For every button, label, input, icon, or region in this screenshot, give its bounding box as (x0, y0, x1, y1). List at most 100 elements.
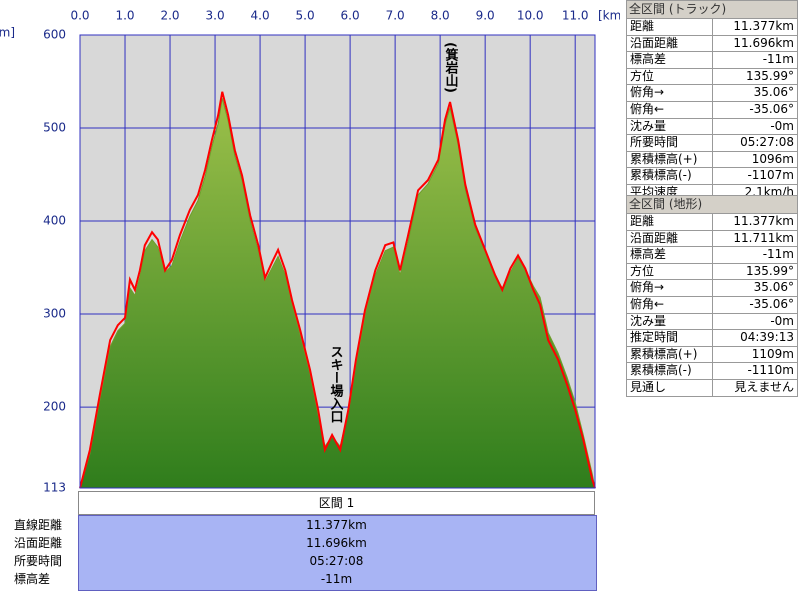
row-label: 方位 (630, 68, 655, 83)
x-tick-label: 2.0 (160, 9, 179, 23)
row-value: 05:27:08 (711, 135, 798, 151)
panel-row: 沈み量 -0m (626, 313, 798, 331)
plot-border (79, 34, 596, 489)
panel-row: 距離 11.377km (626, 19, 798, 36)
panel-row: 累積標高(-) -1110m (626, 363, 798, 380)
panel-row: 累積標高(-) -1107m (626, 168, 798, 185)
row-value: -11m (711, 247, 798, 263)
x-tick-label: 10.0 (517, 9, 544, 23)
row-label: 方位 (630, 263, 655, 278)
panel-row: 推定時間 04:39:13 (626, 330, 798, 347)
annotation: (箕岩山) (443, 42, 460, 93)
panel-row: 沿面距離 11.711km (626, 230, 798, 248)
row-value: 11.696km (711, 35, 798, 52)
panel-row: 標高差 -11m (626, 52, 798, 69)
panel-row: 距離 11.377km (626, 214, 798, 231)
segment-label: 標高差 (14, 572, 51, 586)
segment-value: 11.377km (306, 518, 367, 532)
row-label: 推定時間 (630, 330, 679, 345)
x-tick-label: 8.0 (431, 9, 450, 23)
row-value: 135.99° (711, 68, 798, 85)
row-value: 11.711km (711, 230, 798, 247)
row-label: 沿面距離 (630, 35, 679, 50)
row-label: 累積標高(+) (630, 151, 698, 166)
x-tick-label: 11.0 (562, 9, 589, 23)
row-label: 標高差 (630, 52, 667, 67)
segment-value: -11m (320, 572, 353, 586)
segment-title: 区間 1 (78, 491, 595, 515)
panel-row: 見通し 見えません (626, 379, 798, 397)
panel-row: 方位 135.99° (626, 68, 798, 86)
row-label: 俯角← (630, 296, 665, 311)
row-value: -11m (711, 52, 798, 68)
row-label: 累積標高(+) (630, 346, 698, 361)
chart: 0.0 1.0 2.0 3.0 4.0 5.0 6.0 7.0 8.0 9.0 10.0 11.0 [k… (0, 9, 620, 495)
row-label: 俯角→ (630, 85, 665, 100)
panel-row: 所要時間 05:27:08 (626, 135, 798, 152)
y-tick-label: 200 (43, 400, 66, 414)
x-axis-label: [km] (598, 9, 620, 23)
x-tick-label: 7.0 (386, 9, 405, 23)
row-label: 距離 (630, 214, 655, 228)
panel-row: 俯角← -35.06° (626, 101, 798, 119)
x-tick-label: 5.0 (296, 9, 315, 23)
segment-body (78, 515, 597, 591)
y-axis-label: [m] (0, 26, 15, 40)
panel-row: 沿面距離 11.696km (626, 35, 798, 53)
panel-title: 全区間 (トラック) (626, 0, 798, 19)
segment-value: 11.696km (306, 536, 367, 550)
panel-row: 俯角→ 35.06° (626, 85, 798, 102)
y-tick-label: 500 (43, 121, 66, 135)
segment-label: 沿面距離 (14, 536, 63, 550)
summary-panel: 全区間 (地形) 距離 11.377km 沿面距離 11.711km 標高差 -11m 方位 1… (626, 195, 798, 397)
y-tick-label: 600 (43, 28, 66, 42)
summary-panel: 全区間 (トラック) 距離 11.377km 沿面距離 11.696km 標高差 -11m 方… (626, 0, 798, 202)
row-value: 135.99° (711, 263, 798, 280)
row-value: 35.06° (711, 280, 798, 296)
x-tick-label: 4.0 (251, 9, 270, 23)
segment-value: 05:27:08 (309, 554, 364, 568)
panel-row: 累積標高(+) 1109m (626, 346, 798, 364)
panel-row: 標高差 -11m (626, 247, 798, 264)
row-value: 11.377km (711, 214, 798, 230)
x-tick-label: 0.0 (70, 9, 89, 23)
panel-row: 俯角← -35.06° (626, 296, 798, 314)
row-value: 35.06° (711, 85, 798, 101)
row-value: -1110m (711, 363, 798, 379)
panel-title: 全区間 (地形) (626, 195, 798, 214)
panel-row: 累積標高(+) 1096m (626, 151, 798, 169)
track-line (79, 91, 596, 489)
row-label: 距離 (630, 19, 655, 33)
annotation: スキー場入口 (328, 345, 344, 423)
row-label: 所要時間 (630, 135, 679, 150)
row-label: 累積標高(-) (630, 363, 692, 378)
x-tick-label: 9.0 (476, 9, 495, 23)
row-label: 見通し (630, 379, 667, 394)
row-label: 俯角← (630, 101, 665, 116)
row-value: 1109m (711, 346, 798, 363)
y-tick-label: 400 (43, 214, 66, 228)
row-label: 累積標高(-) (630, 168, 692, 183)
row-value: -35.06° (711, 101, 798, 118)
row-value: -0m (711, 118, 798, 135)
row-value: -35.06° (711, 296, 798, 313)
segment-label: 所要時間 (14, 554, 63, 568)
row-value: 04:39:13 (711, 330, 798, 346)
row-value: 11.377km (711, 19, 798, 35)
x-tick-label: 3.0 (206, 9, 225, 23)
row-label: 沈み量 (630, 118, 667, 133)
row-value: 見えません (711, 379, 798, 396)
y-tick-label: 113 (43, 481, 66, 495)
panel-row: 俯角→ 35.06° (626, 280, 798, 297)
row-label: 俯角→ (630, 280, 665, 295)
panel-row: 方位 135.99° (626, 263, 798, 281)
x-tick-label: 1.0 (115, 9, 134, 23)
row-value: -0m (711, 313, 798, 330)
row-label: 沈み量 (630, 313, 667, 328)
panel-row: 沈み量 -0m (626, 118, 798, 136)
row-label: 沿面距離 (630, 230, 679, 245)
row-value: -1107m (711, 168, 798, 184)
y-tick-label: 300 (43, 307, 66, 321)
segment-label: 直線距離 (14, 518, 63, 532)
